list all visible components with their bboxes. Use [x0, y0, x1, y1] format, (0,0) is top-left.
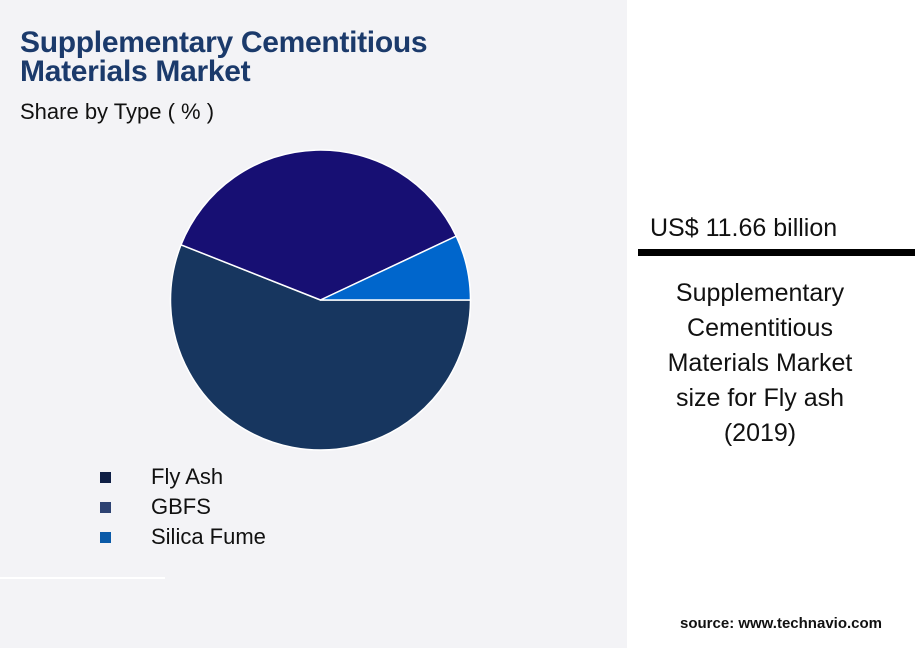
pie-slice-silica-fume — [320, 235, 472, 301]
info-panel — [627, 0, 915, 648]
desc-line: Materials Market — [667, 349, 853, 377]
legend-swatch — [100, 501, 111, 513]
legend-item: GBFS — [100, 492, 266, 522]
chart-title: Supplementary Cementitious Materials Mar… — [20, 26, 428, 88]
value-underline — [638, 249, 915, 256]
source-text: source: www.technavio.com — [680, 615, 882, 632]
divider — [0, 577, 165, 579]
title-line-2: Materials Market — [20, 55, 251, 88]
legend-swatch — [100, 531, 111, 543]
legend-label: Fly Ash — [151, 464, 224, 489]
legend-item: Silica Fume — [100, 522, 266, 552]
legend-item: Fly Ash — [100, 462, 266, 492]
market-value: US$ 11.66 billion — [650, 214, 838, 242]
pie-chart — [169, 149, 472, 451]
title-line-1: Supplementary Cementitious — [20, 26, 428, 59]
desc-line: Cementitious — [687, 314, 833, 342]
desc-line: (2019) — [723, 419, 797, 447]
legend-label: Silica Fume — [151, 524, 266, 549]
legend-swatch — [100, 471, 111, 483]
legend-label: GBFS — [151, 494, 211, 519]
pie-slice-fly-ash — [169, 243, 472, 451]
desc-line: size for Fly ash — [675, 384, 845, 412]
pie-slice-gbfs — [180, 149, 458, 301]
chart-subtitle: Share by Type ( % ) — [20, 99, 215, 124]
desc-line: Supplementary — [675, 279, 845, 307]
market-description: Supplementary Cementitious Materials Mar… — [627, 276, 893, 451]
legend: Fly Ash GBFS Silica Fume — [100, 462, 266, 552]
